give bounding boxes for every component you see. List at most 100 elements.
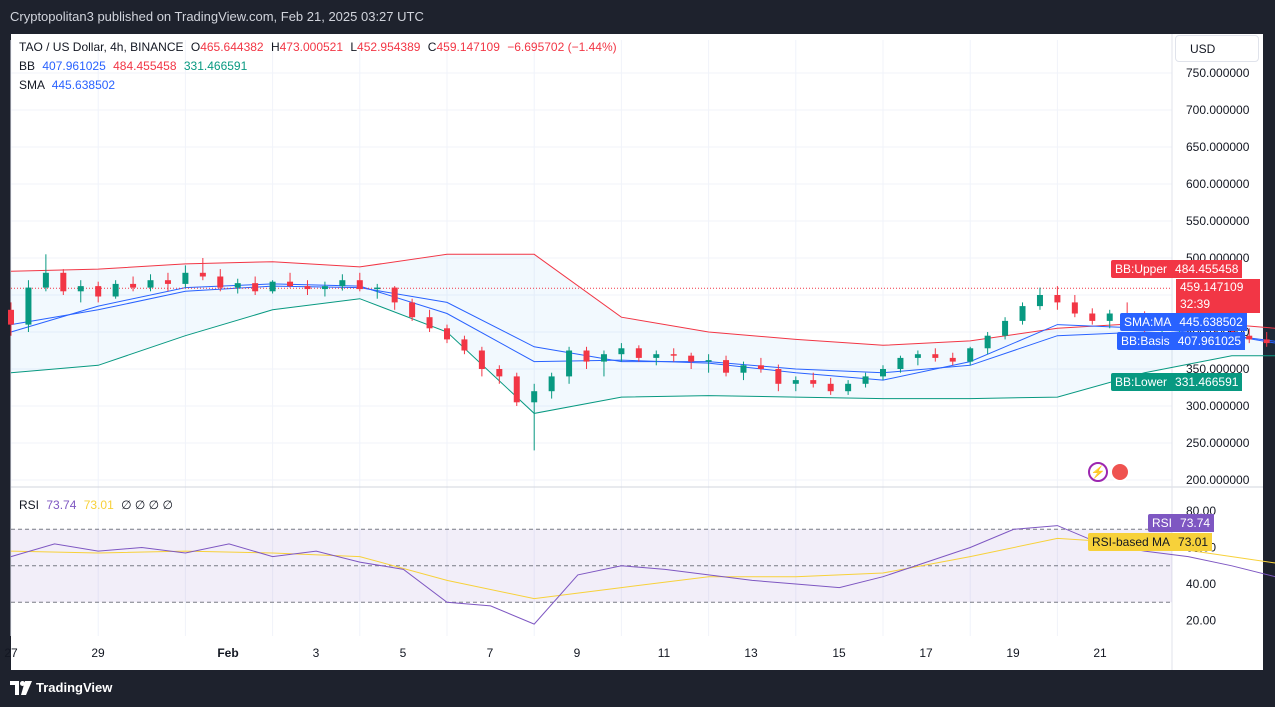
rsi-ma-line [10,537,1275,600]
bb-upper-tag-label: BB:Upper [1111,260,1172,278]
tradingview-brand: TradingView [36,680,113,695]
time-tick-label: Feb [217,646,238,660]
candle-body [426,317,433,329]
candle-body [513,376,520,403]
high-label: H [270,40,280,54]
rsi-tick-label: 20.00 [1186,614,1216,628]
rsi-value: 73.74 [46,498,77,512]
open-label: O [190,40,201,54]
high-value: 473.000521 [279,40,344,54]
bb-lower-line [10,298,1275,414]
open-value: 465.644382 [200,40,264,54]
price-tick-label: 300.000000 [1186,399,1250,413]
candles [8,254,1270,451]
candle-body [77,286,84,292]
rsi-tag-label: RSI [1148,514,1177,532]
candle-body [670,354,677,356]
bb-fill [11,254,1275,414]
sma-value: 445.638502 [51,78,116,92]
candle-body [25,287,32,325]
grid-lines [10,34,1263,670]
time-tick-label: 27 [4,646,18,660]
rsi-lines [10,525,1275,625]
candle-body [164,280,171,284]
currency-button[interactable]: USD [1175,35,1259,62]
candle-body [618,348,625,355]
candle-body [130,283,137,288]
close-label: C [427,40,437,54]
candle-body [548,376,555,392]
bb-upper-tag-value: 484.455458 [1171,260,1243,278]
price-tick-label: 250.000000 [1186,436,1250,450]
time-tick-label: 19 [1006,646,1020,660]
rsi-ma-value: 73.01 [83,498,114,512]
candle-body [60,272,67,292]
bb-band-fill [11,254,1275,414]
sma-label: SMA [19,78,45,92]
candle-body [252,283,259,292]
candle-body [1002,320,1009,336]
candle-body [269,281,276,292]
bb-basis-tag: BB:Basis 407.961025 [1117,332,1246,350]
candle-body [967,348,974,362]
rsi-legend[interactable]: RSI 73.74 73.01 ∅ ∅ ∅ ∅ [19,498,173,512]
candle-body [1246,335,1253,340]
candle-body [914,354,921,358]
candle-body [583,350,590,362]
candle-body [391,287,398,303]
candle-body [8,309,14,325]
close-value: 459.147109 [436,40,500,54]
candle-body [740,365,747,373]
price-tick-label: 200.000000 [1186,473,1250,487]
candle-body [984,335,991,349]
price-tick-label: 350.000000 [1186,362,1250,376]
candle-body [1054,295,1061,303]
bb-label: BB [19,59,36,73]
lightning-icon[interactable]: ⚡ [1088,462,1108,482]
rsi-ma-tag-label: RSI-based MA [1088,533,1175,551]
rsi-tick-label: 40.00 [1186,577,1216,591]
bb-lower-tag: BB:Lower 331.466591 [1111,373,1243,391]
candle-body [321,286,328,290]
sma-legend[interactable]: SMA 445.638502 [19,78,115,92]
symbol-title[interactable]: TAO / US Dollar, 4h, BINANCE [19,40,184,54]
candle-body [1089,313,1096,321]
rsi-label: RSI [19,498,40,512]
bb-lower-value: 331.466591 [183,59,248,73]
candle-body [95,286,102,297]
candle-body [478,350,485,369]
time-tick-label: 5 [400,646,407,660]
chart-badges: ⚡ [1088,462,1130,482]
candle-body [234,283,241,288]
rsi-extras: ∅ ∅ ∅ ∅ [121,498,173,512]
time-tick-label: 7 [487,646,494,660]
rsi-ma-tag: RSI-based MA 73.01 [1088,533,1213,551]
candle-body [461,339,468,351]
candle-body [566,350,573,377]
candle-body [1071,302,1078,314]
sma-tag-value: 445.638502 [1175,313,1247,331]
bb-upper-value: 484.455458 [113,59,177,73]
bb-lower-tag-label: BB:Lower [1111,373,1172,391]
bb-legend[interactable]: BB 407.961025 484.455458 331.466591 [19,59,247,73]
low-value: 452.954389 [357,40,421,54]
candle-body [304,286,311,290]
publisher-header: Cryptopolitan3 published on TradingView.… [0,0,1275,34]
candle-body [409,302,416,318]
bb-basis-tag-value: 407.961025 [1173,332,1246,350]
candle-body [496,369,503,377]
price-tick-label: 600.000000 [1186,177,1250,191]
us-flag-icon[interactable] [1110,462,1130,482]
price-tick-label: 550.000000 [1186,214,1250,228]
symbol-legend: TAO / US Dollar, 4h, BINANCE O465.644382… [19,40,617,54]
candle-body [112,283,119,297]
bar-countdown: 32:39 [1180,297,1211,311]
tradingview-logo[interactable]: TradingView [10,680,112,695]
candle-body [1106,313,1113,321]
candle-body [356,280,363,290]
change-value: −6.695702 (−1.44%) [507,40,617,54]
time-tick-label: 9 [574,646,581,660]
bb-basis-line [10,285,1275,374]
candle-body [810,380,817,384]
